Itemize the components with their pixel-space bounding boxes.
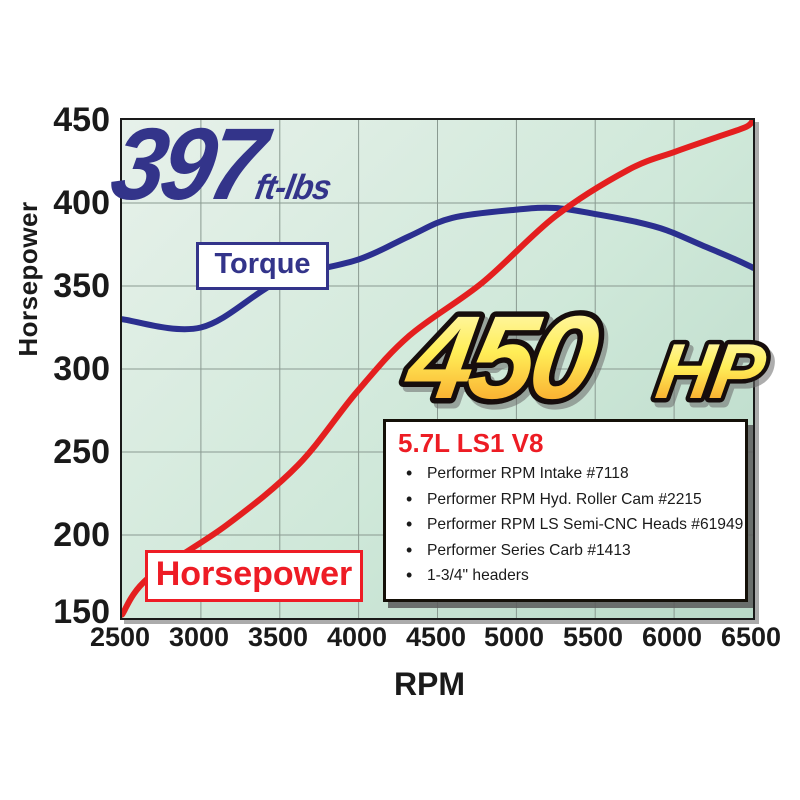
svg-text:HP: HP <box>651 327 772 414</box>
svg-text:450: 450 <box>398 293 607 424</box>
